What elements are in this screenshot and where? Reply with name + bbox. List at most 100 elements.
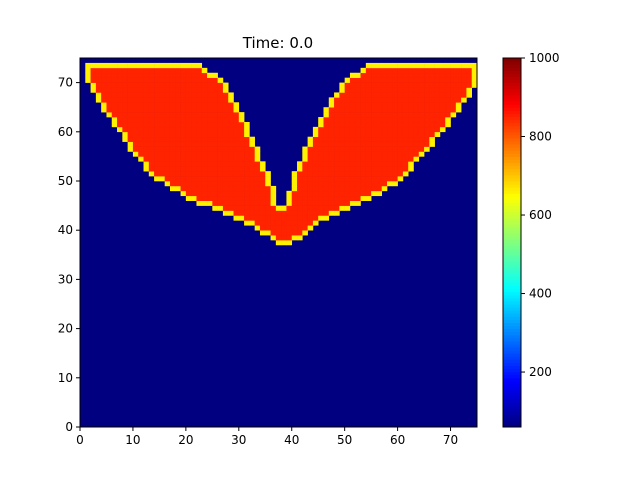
- heatmap-cell: [445, 102, 451, 108]
- colorbar-swatch: [503, 79, 521, 84]
- heatmap-cell: [302, 195, 308, 201]
- heatmap-cell: [365, 87, 372, 93]
- heatmap-cell: [138, 141, 144, 147]
- heatmap-cell: [159, 136, 165, 142]
- heatmap-cell: [413, 126, 420, 133]
- heatmap-cell: [381, 72, 388, 78]
- heatmap-cell: [307, 176, 314, 182]
- heatmap-cell: [201, 97, 208, 103]
- heatmap-cell: [233, 210, 240, 216]
- colorbar-tick-label: 1000: [529, 51, 560, 65]
- heatmap-cell: [434, 82, 441, 88]
- heatmap-cell: [122, 126, 128, 133]
- heatmap-cell: [175, 156, 181, 162]
- heatmap-cell: [265, 200, 271, 206]
- heatmap-cell: [365, 107, 372, 113]
- heatmap-cell: [434, 117, 441, 123]
- heatmap-cell: [418, 141, 425, 147]
- heatmap-cell: [244, 190, 250, 197]
- heatmap-cell: [387, 181, 393, 187]
- heatmap-cell: [328, 121, 335, 128]
- colorbar-swatch: [503, 350, 521, 354]
- heatmap-cell: [381, 156, 388, 162]
- heatmap-cell: [228, 195, 234, 201]
- heatmap-cell: [291, 210, 298, 216]
- heatmap-cell: [249, 171, 255, 177]
- heatmap-cell: [355, 176, 361, 182]
- heatmap-cell: [233, 200, 240, 206]
- colorbar-swatch: [503, 411, 521, 416]
- heatmap-cell: [154, 136, 160, 142]
- colorbar-swatch: [503, 242, 521, 247]
- heatmap-cell: [175, 107, 181, 113]
- heatmap-cell: [360, 185, 367, 192]
- heatmap-cell: [307, 166, 314, 172]
- heatmap-cell: [217, 190, 224, 197]
- heatmap-cell: [344, 87, 351, 93]
- heatmap-cell: [164, 141, 171, 147]
- heatmap-cell: [365, 72, 372, 78]
- heatmap-cell: [207, 190, 213, 197]
- heatmap-cell: [318, 166, 324, 172]
- heatmap-cell: [265, 220, 271, 226]
- heatmap-cell: [175, 185, 181, 192]
- heatmap-cell: [360, 146, 367, 152]
- heatmap-cell: [217, 161, 224, 167]
- heatmap-cell: [360, 77, 367, 83]
- heatmap-cell: [455, 72, 462, 78]
- colorbar-swatch: [503, 420, 521, 425]
- heatmap-cell: [249, 166, 255, 172]
- heatmap-cell: [191, 166, 197, 172]
- heatmap-cell: [349, 156, 356, 162]
- heatmap-cell: [381, 171, 388, 177]
- heatmap-cell: [148, 107, 155, 113]
- heatmap-cell: [349, 141, 356, 147]
- heatmap-cell: [164, 126, 171, 133]
- heatmap-cell: [154, 102, 160, 108]
- heatmap-cell: [344, 131, 351, 138]
- heatmap-cell: [376, 146, 383, 152]
- heatmap-cell: [233, 166, 240, 172]
- heatmap-cell: [106, 92, 113, 98]
- heatmap-cell: [344, 102, 351, 108]
- heatmap-cell: [355, 141, 361, 147]
- heatmap-cell: [408, 97, 414, 103]
- heatmap-cell: [169, 67, 176, 74]
- heatmap-cell: [228, 166, 234, 172]
- heatmap-cell: [148, 117, 155, 123]
- heatmap-cell: [312, 185, 319, 192]
- heatmap-cell: [138, 131, 144, 138]
- heatmap-cell: [164, 156, 171, 162]
- heatmap-cell: [355, 87, 361, 93]
- heatmap-cell: [180, 92, 187, 98]
- colorbar-swatch: [503, 328, 521, 333]
- heatmap-cell: [418, 82, 425, 88]
- heatmap-cell: [127, 62, 134, 69]
- heatmap-cell: [196, 87, 203, 93]
- heatmap-cell: [355, 185, 361, 192]
- heatmap-cell: [392, 181, 398, 187]
- heatmap-cell: [339, 151, 345, 157]
- heatmap-cell: [334, 107, 340, 113]
- heatmap-cell: [323, 161, 330, 167]
- heatmap-cell: [132, 117, 139, 123]
- x-tick-label: 50: [337, 433, 352, 447]
- heatmap-cell: [127, 72, 134, 78]
- heatmap-cell: [117, 87, 123, 93]
- colorbar-swatch: [503, 417, 521, 422]
- heatmap-cell: [180, 82, 187, 88]
- heatmap-cell: [122, 97, 128, 103]
- heatmap-cell: [244, 136, 250, 142]
- heatmap-cell: [164, 97, 171, 103]
- heatmap-cell: [175, 161, 181, 167]
- heatmap-cell: [159, 121, 165, 128]
- heatmap-cell: [265, 190, 271, 197]
- heatmap-cell: [312, 151, 319, 157]
- heatmap-cell: [154, 77, 160, 83]
- heatmap-cell: [169, 97, 176, 103]
- heatmap-cell: [392, 112, 398, 118]
- heatmap-cell: [302, 200, 308, 206]
- heatmap-cell: [95, 92, 102, 98]
- heatmap-cell: [169, 166, 176, 172]
- heatmap-cell: [291, 190, 298, 197]
